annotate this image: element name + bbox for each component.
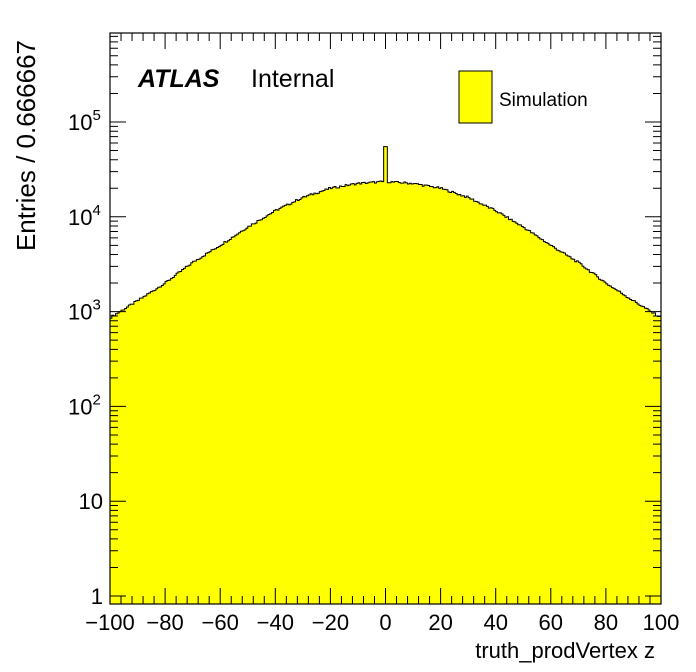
- x-tick-label: 60: [539, 610, 563, 635]
- x-tick-label: −20: [312, 610, 349, 635]
- x-tick-label: 0: [379, 610, 391, 635]
- x-axis-tick-labels: −100 −80 −60 −40 −20 0 20 40 60 80 100: [85, 610, 679, 635]
- histogram-fill: [110, 146, 661, 605]
- histogram-series: [110, 146, 661, 605]
- x-tick-label: −100: [85, 610, 135, 635]
- x-tick-label: 80: [594, 610, 618, 635]
- x-tick-label: −40: [257, 610, 294, 635]
- atlas-label: ATLAS: [137, 65, 220, 93]
- internal-label: Internal: [251, 65, 334, 93]
- legend: Simulation: [458, 70, 588, 124]
- legend-label-simulation: Simulation: [499, 90, 588, 111]
- y-tick-label: 1: [91, 584, 103, 609]
- y-axis-ticks: [110, 35, 661, 597]
- x-tick-label: −80: [146, 610, 183, 635]
- x-axis-title: truth_prodVertex z: [475, 638, 655, 663]
- legend-swatch: [458, 70, 493, 124]
- x-tick-label: 20: [428, 610, 452, 635]
- y-tick-label: 102: [68, 391, 101, 419]
- x-tick-label: −60: [202, 610, 239, 635]
- y-tick-label: 105: [68, 107, 101, 135]
- histogram-outline: [110, 146, 661, 319]
- x-tick-label: 100: [643, 610, 680, 635]
- y-axis-title: Entries / 0.666667: [11, 40, 41, 251]
- y-axis-tick-labels: 1 10 102 103 104 105: [68, 107, 103, 609]
- y-tick-label: 103: [68, 297, 101, 325]
- y-tick-marks: [110, 35, 661, 597]
- y-tick-label: 10: [79, 489, 103, 514]
- x-tick-label: 40: [483, 610, 507, 635]
- y-tick-label: 104: [68, 202, 101, 230]
